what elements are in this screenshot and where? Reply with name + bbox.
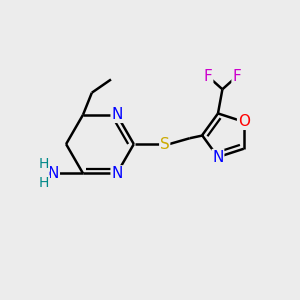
Text: N: N <box>48 166 59 181</box>
Text: N: N <box>111 107 123 122</box>
Text: F: F <box>232 69 241 84</box>
Text: N: N <box>212 150 224 165</box>
Text: F: F <box>204 69 213 84</box>
Text: N: N <box>111 166 123 181</box>
Text: S: S <box>160 136 169 152</box>
Text: H: H <box>39 157 49 171</box>
Text: H: H <box>39 176 49 190</box>
Text: O: O <box>238 114 250 129</box>
